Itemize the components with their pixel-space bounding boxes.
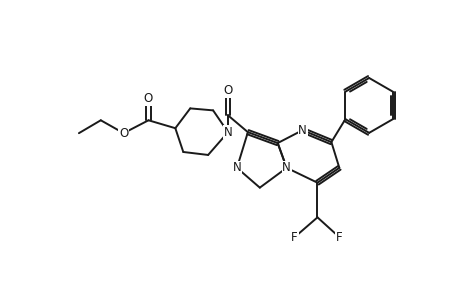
Text: O: O — [223, 84, 232, 97]
Text: N: N — [232, 161, 241, 174]
Text: F: F — [335, 231, 342, 244]
Text: O: O — [144, 92, 153, 105]
Text: O: O — [119, 127, 128, 140]
Text: N: N — [282, 161, 291, 174]
Text: F: F — [291, 231, 297, 244]
Text: N: N — [297, 124, 306, 137]
Text: N: N — [223, 126, 232, 139]
